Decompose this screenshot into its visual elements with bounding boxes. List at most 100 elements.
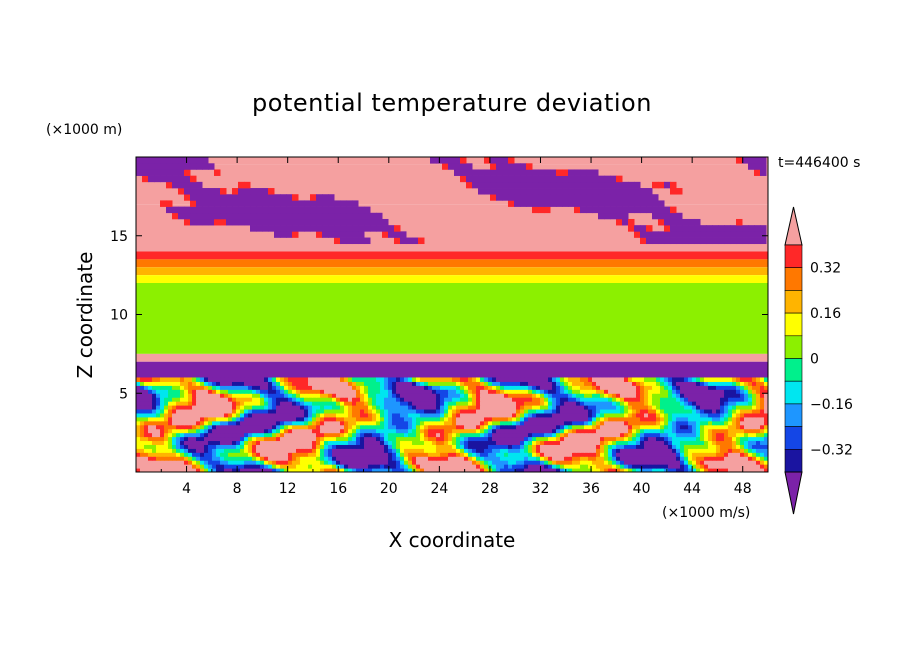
- contour-cell: [444, 385, 449, 390]
- contour-cell: [220, 452, 225, 457]
- contour-cell: [448, 460, 453, 465]
- contour-cell: [512, 444, 517, 449]
- contour-cell: [286, 231, 293, 238]
- contour-cell: [624, 444, 629, 449]
- contour-cell: [226, 212, 233, 220]
- contour-cell: [348, 448, 353, 453]
- contour-cell: [364, 464, 369, 469]
- contour-cell: [288, 456, 293, 461]
- contour-cell: [598, 200, 605, 207]
- contour-cell: [444, 464, 449, 469]
- contour-cell: [468, 412, 473, 418]
- contour-cell: [324, 416, 329, 422]
- contour-cell: [632, 377, 637, 382]
- contour-cell: [448, 397, 453, 402]
- contour-cell: [644, 420, 649, 426]
- contour-cell: [636, 416, 641, 422]
- contour-cell: [232, 212, 239, 220]
- contour-cell: [628, 188, 635, 195]
- contour-cell: [472, 428, 477, 434]
- contour-cell: [744, 401, 749, 406]
- contour-cell: [404, 428, 409, 434]
- contour-cell: [628, 405, 633, 410]
- contour-cell: [316, 444, 321, 449]
- contour-cell: [500, 377, 505, 382]
- contour-cell: [334, 225, 341, 232]
- contour-cell: [184, 420, 189, 426]
- contour-cell: [444, 436, 449, 442]
- contour-cell: [372, 377, 377, 382]
- contour-cell: [728, 452, 733, 457]
- contour-cell: [764, 440, 768, 445]
- contour-cell: [548, 464, 553, 469]
- contour-cell: [268, 194, 275, 201]
- contour-cell: [148, 416, 153, 422]
- contour-cell: [192, 416, 197, 422]
- contour-cell: [456, 377, 461, 382]
- contour-cell: [424, 464, 429, 469]
- contour-cell: [180, 377, 185, 382]
- contour-cell: [508, 464, 513, 469]
- contour-cell: [268, 188, 275, 195]
- contour-cell: [236, 420, 241, 426]
- contour-cell: [492, 452, 497, 457]
- contour-cell: [292, 397, 297, 402]
- contour-cell: [384, 385, 389, 390]
- contour-cell: [612, 428, 617, 434]
- contour-cell: [564, 460, 569, 465]
- contour-cell: [260, 393, 265, 398]
- contour-cell: [220, 393, 225, 398]
- contour-cell: [684, 424, 689, 430]
- contour-cell: [298, 218, 305, 226]
- y-tick-label: 5: [119, 386, 128, 402]
- contour-cell: [144, 448, 149, 453]
- contour-cell: [368, 381, 373, 386]
- contour-cell: [540, 452, 545, 457]
- contour-cell: [204, 389, 209, 394]
- contour-cell: [496, 385, 501, 390]
- contour-cell: [272, 452, 277, 457]
- contour-cell: [208, 188, 215, 195]
- contour-cell: [660, 424, 665, 430]
- contour-cell: [616, 397, 621, 402]
- contour-cell: [380, 412, 385, 418]
- contour-cell: [680, 444, 685, 449]
- contour-cell: [380, 377, 385, 382]
- contour-cell: [260, 424, 265, 430]
- contour-cell: [220, 408, 225, 414]
- contour-cell: [224, 444, 229, 449]
- contour-cell: [520, 412, 525, 418]
- contour-cell: [508, 397, 513, 402]
- contour-cell: [520, 440, 525, 445]
- contour-cell: [728, 393, 733, 398]
- contour-cell: [244, 381, 249, 386]
- contour-cell: [356, 416, 361, 422]
- contour-cell: [744, 424, 749, 430]
- contour-cell: [368, 389, 373, 394]
- contour-cell: [316, 218, 323, 226]
- contour-cell: [536, 389, 541, 394]
- contour-cell: [336, 381, 341, 386]
- contour-cell: [716, 464, 721, 469]
- contour-cell: [280, 460, 285, 465]
- contour-cell: [692, 444, 697, 449]
- contour-cell: [376, 460, 381, 465]
- contour-cell: [256, 440, 261, 445]
- contour-cell: [208, 448, 213, 453]
- contour-cell: [356, 412, 361, 418]
- contour-cell: [540, 468, 545, 472]
- contour-cell: [292, 416, 297, 422]
- contour-cell: [600, 460, 605, 465]
- contour-cell: [732, 412, 737, 418]
- contour-cell: [404, 452, 409, 457]
- contour-cell: [508, 420, 513, 426]
- contour-cell: [574, 169, 581, 176]
- contour-cell: [164, 377, 169, 382]
- contour-cell: [250, 206, 257, 214]
- contour-cell: [404, 389, 409, 394]
- contour-cell: [516, 408, 521, 414]
- contour-cell: [684, 440, 689, 445]
- contour-cell: [248, 412, 253, 418]
- contour-cell: [148, 440, 153, 445]
- contour-cell: [676, 393, 681, 398]
